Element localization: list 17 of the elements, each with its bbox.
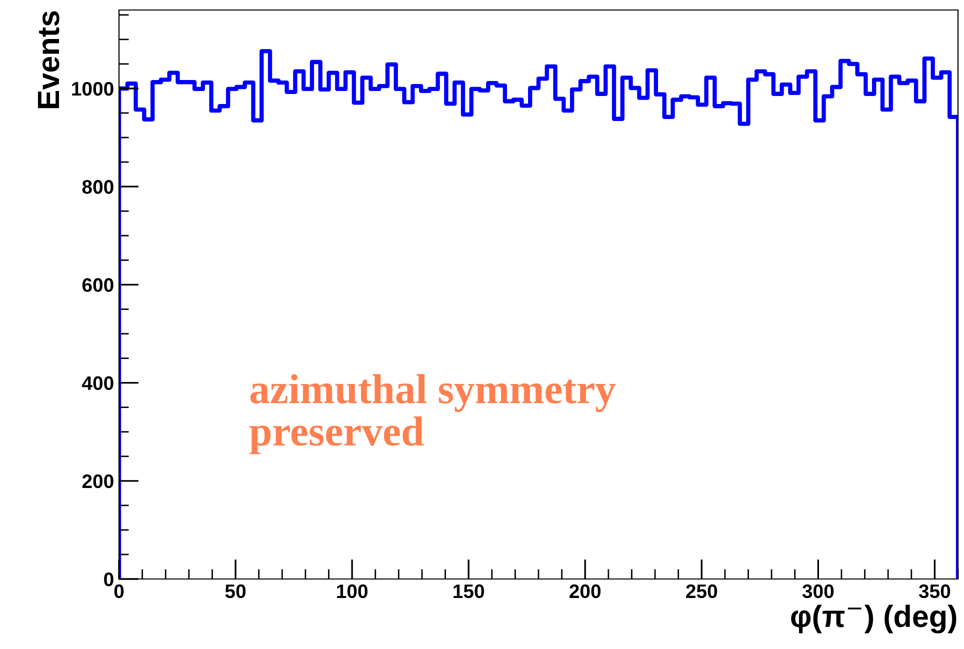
y-tick-label: 200: [82, 474, 114, 488]
x-tick-label: 250: [686, 584, 718, 598]
x-tick-label: 50: [225, 584, 246, 598]
x-tick-label: 200: [570, 584, 601, 598]
x-tick-label: 350: [918, 584, 950, 598]
x-axis-title: φ(π$^{−}$) (deg): [791, 604, 956, 634]
y-tick-label: 800: [82, 180, 114, 194]
y-tick-label: 600: [82, 278, 114, 292]
y-tick-label: 0: [104, 572, 114, 586]
annotation: azimuthal symmetry preserved: [250, 374, 616, 454]
y-axis-title: Events: [38, 11, 60, 108]
x-tick-label: 100: [337, 584, 368, 598]
y-tick-label: 1000: [72, 82, 114, 96]
x-tick-label: 300: [802, 584, 834, 598]
x-tick-label: 0: [114, 584, 124, 598]
y-tick-label: 400: [82, 376, 114, 390]
x-tick-label: 150: [454, 584, 484, 598]
